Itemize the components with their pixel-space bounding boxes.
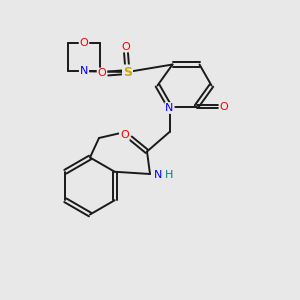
Text: O: O bbox=[120, 130, 129, 140]
Text: N: N bbox=[80, 66, 88, 76]
Text: S: S bbox=[123, 65, 132, 79]
Text: O: O bbox=[122, 41, 130, 52]
Text: N: N bbox=[165, 103, 174, 113]
Text: N: N bbox=[154, 170, 163, 181]
Text: O: O bbox=[80, 38, 88, 48]
Text: O: O bbox=[98, 68, 106, 79]
Text: H: H bbox=[164, 170, 173, 181]
Text: O: O bbox=[220, 101, 229, 112]
